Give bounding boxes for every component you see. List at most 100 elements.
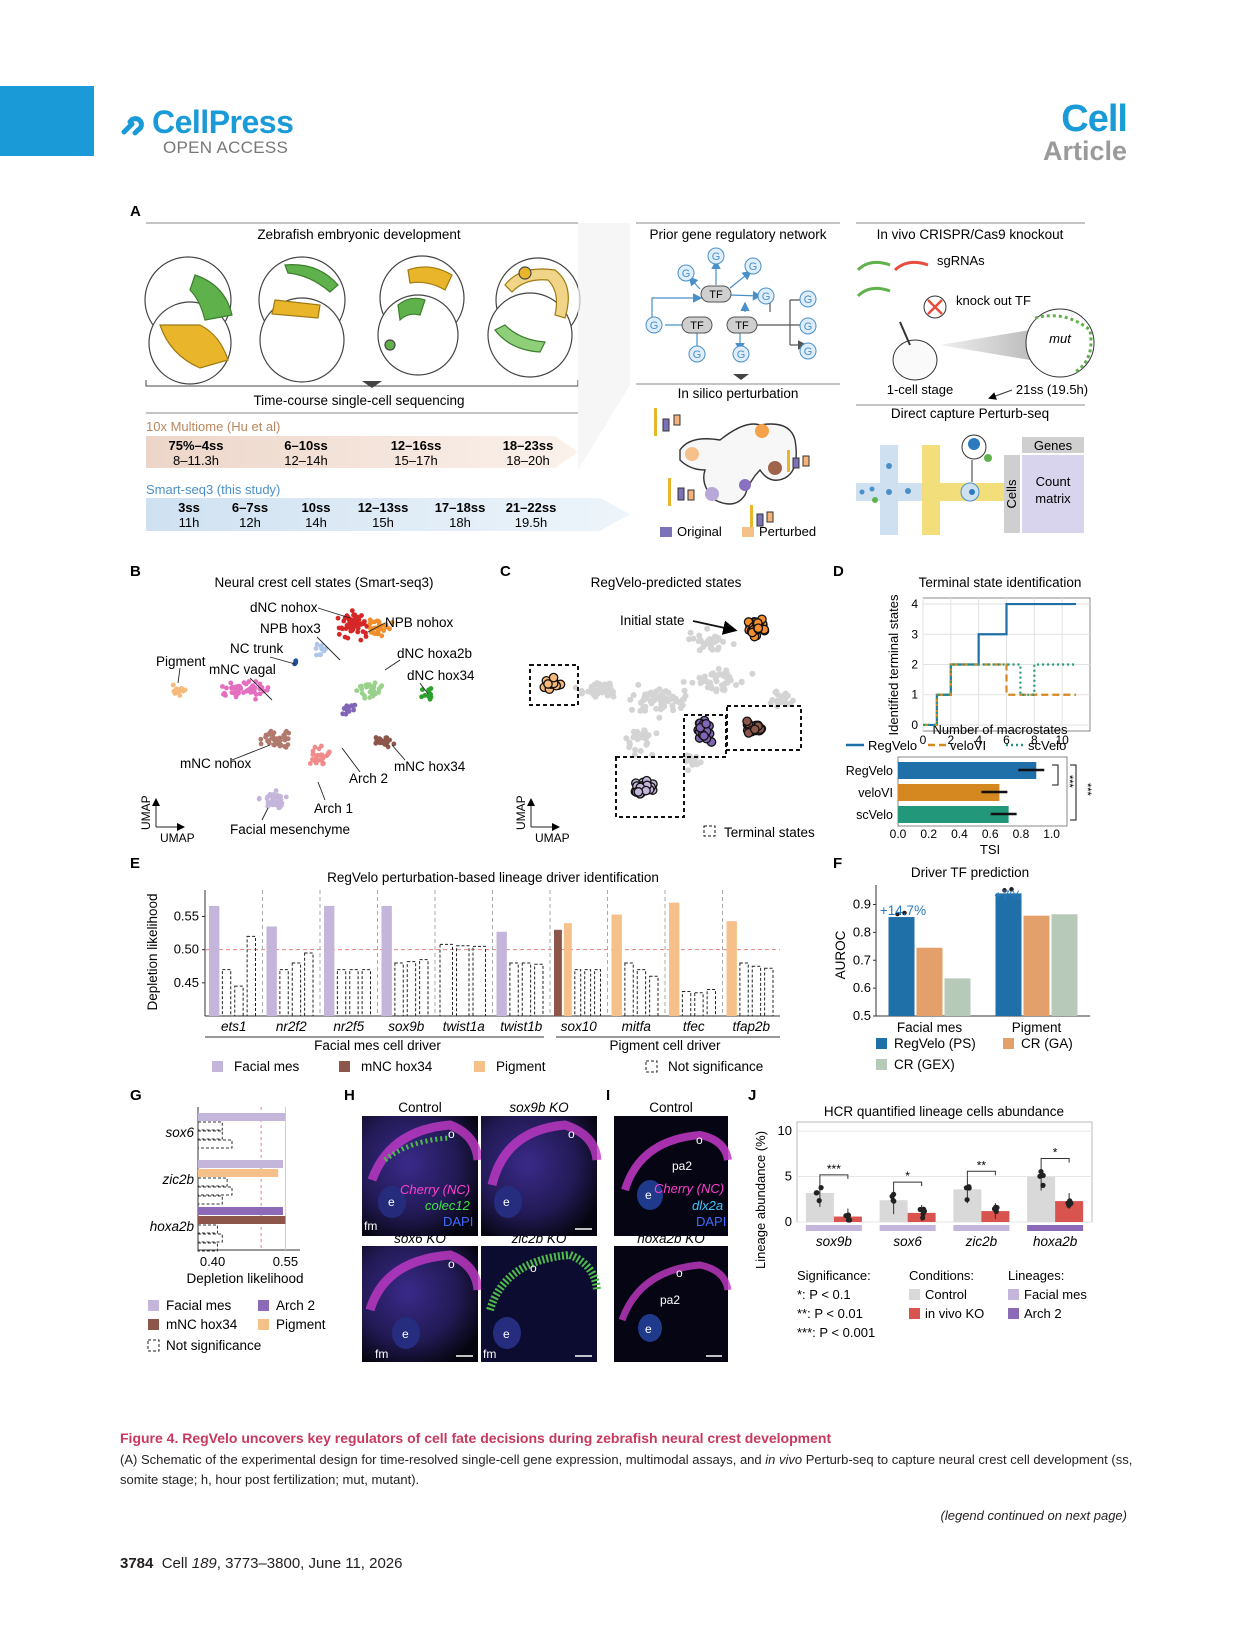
y-axis-label: AUROC	[833, 930, 848, 979]
umap-point	[663, 696, 670, 703]
stage: 10ss	[302, 500, 331, 515]
auroc-bar	[944, 978, 971, 1016]
umap-point	[269, 736, 275, 741]
data-point	[902, 910, 907, 916]
group-label: Pigment cell driver	[609, 1038, 721, 1053]
needle	[899, 321, 911, 346]
legend-label: Facial mes	[166, 1298, 232, 1313]
cluster-label: mNC hox34	[394, 759, 466, 774]
umap-point	[642, 691, 649, 698]
data-point	[921, 1206, 927, 1212]
otic-label: o	[696, 1133, 703, 1147]
gene-label: zic2b	[161, 1172, 194, 1187]
lineage-strip	[1027, 1225, 1084, 1231]
hour: 18h	[449, 515, 471, 530]
tsi-bar	[898, 762, 1037, 779]
depletion-bar-ns	[534, 963, 544, 1017]
stain-cherry: Cherry (NC)	[654, 1181, 724, 1196]
data-point	[1009, 887, 1014, 892]
umap-c-axes: UMAP UMAP	[514, 795, 570, 845]
page-number: 3784	[120, 1555, 154, 1572]
umap-point	[283, 794, 289, 800]
gene-node-label: G	[762, 291, 771, 303]
y-tick-label: 0.7	[853, 952, 871, 967]
umap-point	[733, 682, 739, 688]
stain-dapi: DAPI	[696, 1214, 726, 1229]
panel-e-label: E	[130, 855, 140, 872]
umap-point	[368, 620, 373, 626]
umap-point	[251, 687, 257, 693]
umap-point	[653, 705, 660, 712]
depletion-bar-ns	[636, 969, 647, 1017]
group-label: Facial mes cell driver	[314, 1038, 441, 1053]
umap-point	[357, 684, 363, 689]
hour: 14h	[305, 515, 327, 530]
x-tick-label: 0.55	[273, 1254, 298, 1269]
auroc-bar	[916, 947, 943, 1016]
eye-label: e	[503, 1195, 510, 1209]
depletion-bar-ns	[521, 962, 532, 1017]
depletion-bar-ns	[509, 962, 519, 1017]
sig-label: ***	[1081, 783, 1093, 797]
data-point	[814, 1190, 820, 1196]
depletion-bar-ns	[394, 962, 404, 1017]
legend-swatch	[1003, 1038, 1014, 1049]
umap-point	[278, 742, 284, 748]
umap-point	[267, 791, 273, 797]
umap-point	[670, 707, 677, 714]
otic-label: o	[568, 1127, 575, 1141]
y-tick-label: 2	[911, 658, 918, 672]
terminal-boxes	[529, 664, 802, 818]
umap-point	[275, 793, 280, 798]
umap-point	[677, 699, 684, 706]
data-point	[920, 1215, 926, 1221]
umap-point	[697, 759, 704, 766]
umap-point	[630, 734, 637, 741]
data-point	[816, 1198, 822, 1204]
depletion-hbar-ns	[197, 1177, 228, 1187]
cluster-label: dNC hoxa2b	[397, 646, 472, 661]
legend-label: RegVelo (PS)	[894, 1036, 976, 1051]
y-tick-label: 0.5	[853, 1008, 871, 1023]
sig-bracket	[966, 1170, 996, 1176]
umap-point	[258, 741, 264, 747]
umap-point	[379, 633, 385, 639]
sig-label: ***	[827, 1162, 841, 1176]
tsi-bar	[898, 806, 1009, 823]
umap-point	[588, 683, 595, 690]
y-tick-label: 0.55	[174, 909, 199, 924]
depletion-bar-ns	[456, 945, 470, 1017]
micrograph-title: Control	[649, 1100, 693, 1115]
pa2-label: pa2	[672, 1159, 692, 1173]
lineage-strip	[953, 1225, 1010, 1231]
legend-swatch	[212, 1061, 223, 1072]
umap-point	[383, 737, 389, 743]
legend-swatch	[474, 1061, 485, 1072]
umap-point	[355, 629, 361, 635]
embryo-4	[487, 257, 581, 378]
umap-point	[310, 748, 316, 754]
umap-highlight-point	[701, 718, 711, 729]
gain-label: +7%	[994, 888, 1021, 903]
y-axis-label: Depletion likelihood	[145, 893, 160, 1010]
depletion-bar-chart: 0.45 0.50 0.55 Depletion likelihood ets1 nr2f…	[145, 890, 780, 1074]
panel-j-legends: Significance: *: P < 0.1 **: P < 0.01 **…	[797, 1268, 1087, 1340]
umap-point	[316, 746, 322, 752]
gene-label: sox9b	[388, 1019, 425, 1034]
umap-point	[253, 679, 259, 684]
fm-label: fm	[364, 1219, 377, 1233]
umap-point	[335, 615, 341, 621]
lineages-title: Lineages:	[1008, 1268, 1064, 1283]
umap-highlight-point	[742, 716, 752, 727]
gain-label: +14.7%	[880, 903, 926, 918]
umap-point	[632, 746, 639, 753]
umap-point	[707, 679, 713, 686]
legend-swatch	[258, 1319, 269, 1330]
umap-point	[177, 693, 183, 698]
y-axis-label: Lineage abundance (%)	[753, 1131, 768, 1269]
depletion-bar-ns	[681, 990, 692, 1017]
umap-point	[351, 703, 357, 708]
x-tick-label: 0.2	[920, 827, 937, 841]
depletion-bar-ns	[694, 992, 704, 1017]
multiome-title: 10x Multiome (Hu et al)	[146, 419, 280, 434]
